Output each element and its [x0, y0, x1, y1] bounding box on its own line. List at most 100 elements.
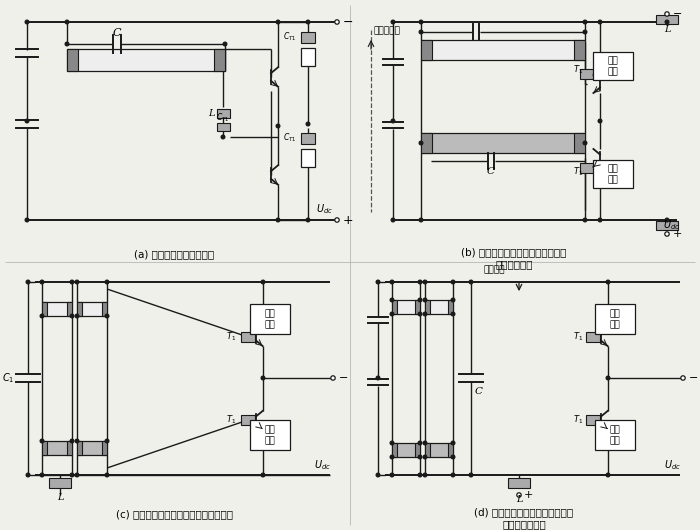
Circle shape [418, 280, 422, 284]
Bar [392, 443, 420, 457]
Text: L: L [57, 493, 63, 502]
Text: $U_{dc}$: $U_{dc}$ [663, 218, 680, 232]
Circle shape [26, 473, 30, 477]
Circle shape [418, 455, 422, 459]
Circle shape [418, 312, 422, 316]
Bar [595, 304, 635, 334]
Text: $T_1$: $T_1$ [226, 414, 236, 426]
Circle shape [390, 473, 394, 477]
Bar [425, 300, 453, 314]
Bar [656, 14, 678, 23]
Text: (b) 带绝缘输出的电流馈电式并联谐: (b) 带绝缘输出的电流馈电式并联谐 [461, 247, 567, 257]
Text: −: − [673, 9, 682, 19]
Text: 驱动: 驱动 [265, 310, 275, 319]
Circle shape [419, 141, 423, 145]
Circle shape [424, 473, 427, 477]
Text: (a) 电压馈电式半桥馈流器: (a) 电压馈电式半桥馈流器 [134, 249, 214, 259]
Circle shape [598, 218, 602, 222]
Bar [301, 48, 315, 66]
Circle shape [40, 439, 44, 443]
Circle shape [65, 42, 69, 46]
Circle shape [583, 141, 587, 145]
Bar [301, 31, 315, 42]
Bar [415, 443, 420, 457]
Text: $C_1$: $C_1$ [1, 371, 14, 385]
Bar [77, 441, 82, 455]
Text: 电路: 电路 [608, 67, 618, 76]
Text: $T_1$: $T_1$ [573, 64, 583, 76]
Bar [574, 40, 585, 60]
Circle shape [452, 473, 455, 477]
Circle shape [223, 42, 227, 46]
Circle shape [276, 218, 280, 222]
Circle shape [390, 298, 394, 302]
Text: 驱动: 驱动 [610, 426, 620, 435]
Circle shape [469, 473, 472, 477]
Text: 电路: 电路 [265, 321, 275, 330]
Text: L: L [516, 495, 522, 504]
Circle shape [418, 473, 422, 477]
Circle shape [606, 473, 610, 477]
Text: C: C [475, 387, 483, 396]
Bar [42, 302, 72, 316]
Text: −: − [343, 15, 354, 29]
Circle shape [26, 280, 30, 284]
Bar [415, 300, 420, 314]
Text: $C_{T1}$: $C_{T1}$ [283, 31, 296, 43]
Text: +: + [524, 490, 533, 500]
Circle shape [424, 312, 427, 316]
Circle shape [469, 280, 472, 284]
Circle shape [376, 473, 380, 477]
Text: 电路: 电路 [610, 437, 620, 446]
Circle shape [306, 20, 310, 24]
Bar [301, 132, 315, 144]
Text: $T_1$: $T_1$ [573, 414, 583, 426]
Circle shape [391, 218, 395, 222]
Text: L: L [664, 25, 671, 34]
Bar [77, 302, 82, 316]
Bar [42, 441, 72, 455]
Bar [216, 109, 230, 118]
Bar [580, 163, 594, 173]
Text: $C_{T1}$: $C_{T1}$ [283, 132, 296, 144]
Bar [301, 149, 315, 167]
Circle shape [452, 441, 455, 445]
Bar [392, 300, 397, 314]
Circle shape [75, 314, 79, 318]
Circle shape [517, 493, 522, 497]
Circle shape [390, 312, 394, 316]
Bar [241, 332, 255, 342]
Circle shape [376, 376, 380, 380]
Bar [508, 478, 530, 488]
Circle shape [331, 376, 335, 380]
Bar [593, 160, 633, 188]
Text: 到其他灯管: 到其他灯管 [373, 26, 400, 35]
Text: 电路: 电路 [610, 321, 620, 330]
Circle shape [583, 30, 587, 34]
Text: $T_1$: $T_1$ [573, 166, 583, 178]
Circle shape [70, 280, 74, 284]
Circle shape [40, 314, 44, 318]
Bar [42, 441, 47, 455]
Circle shape [221, 135, 225, 139]
Bar [214, 49, 225, 71]
Text: C: C [113, 28, 121, 38]
Circle shape [70, 439, 74, 443]
Bar [216, 123, 230, 131]
Circle shape [419, 20, 423, 24]
Bar [67, 49, 78, 71]
Circle shape [419, 218, 423, 222]
Bar [102, 302, 107, 316]
Circle shape [424, 280, 427, 284]
Circle shape [606, 280, 610, 284]
Circle shape [606, 376, 610, 380]
Circle shape [40, 280, 44, 284]
Circle shape [390, 441, 394, 445]
Circle shape [598, 119, 602, 123]
Circle shape [391, 20, 395, 24]
Circle shape [452, 280, 455, 284]
Circle shape [105, 473, 108, 477]
Text: 电路: 电路 [608, 175, 618, 184]
Text: L: L [208, 109, 214, 118]
Circle shape [376, 280, 380, 284]
